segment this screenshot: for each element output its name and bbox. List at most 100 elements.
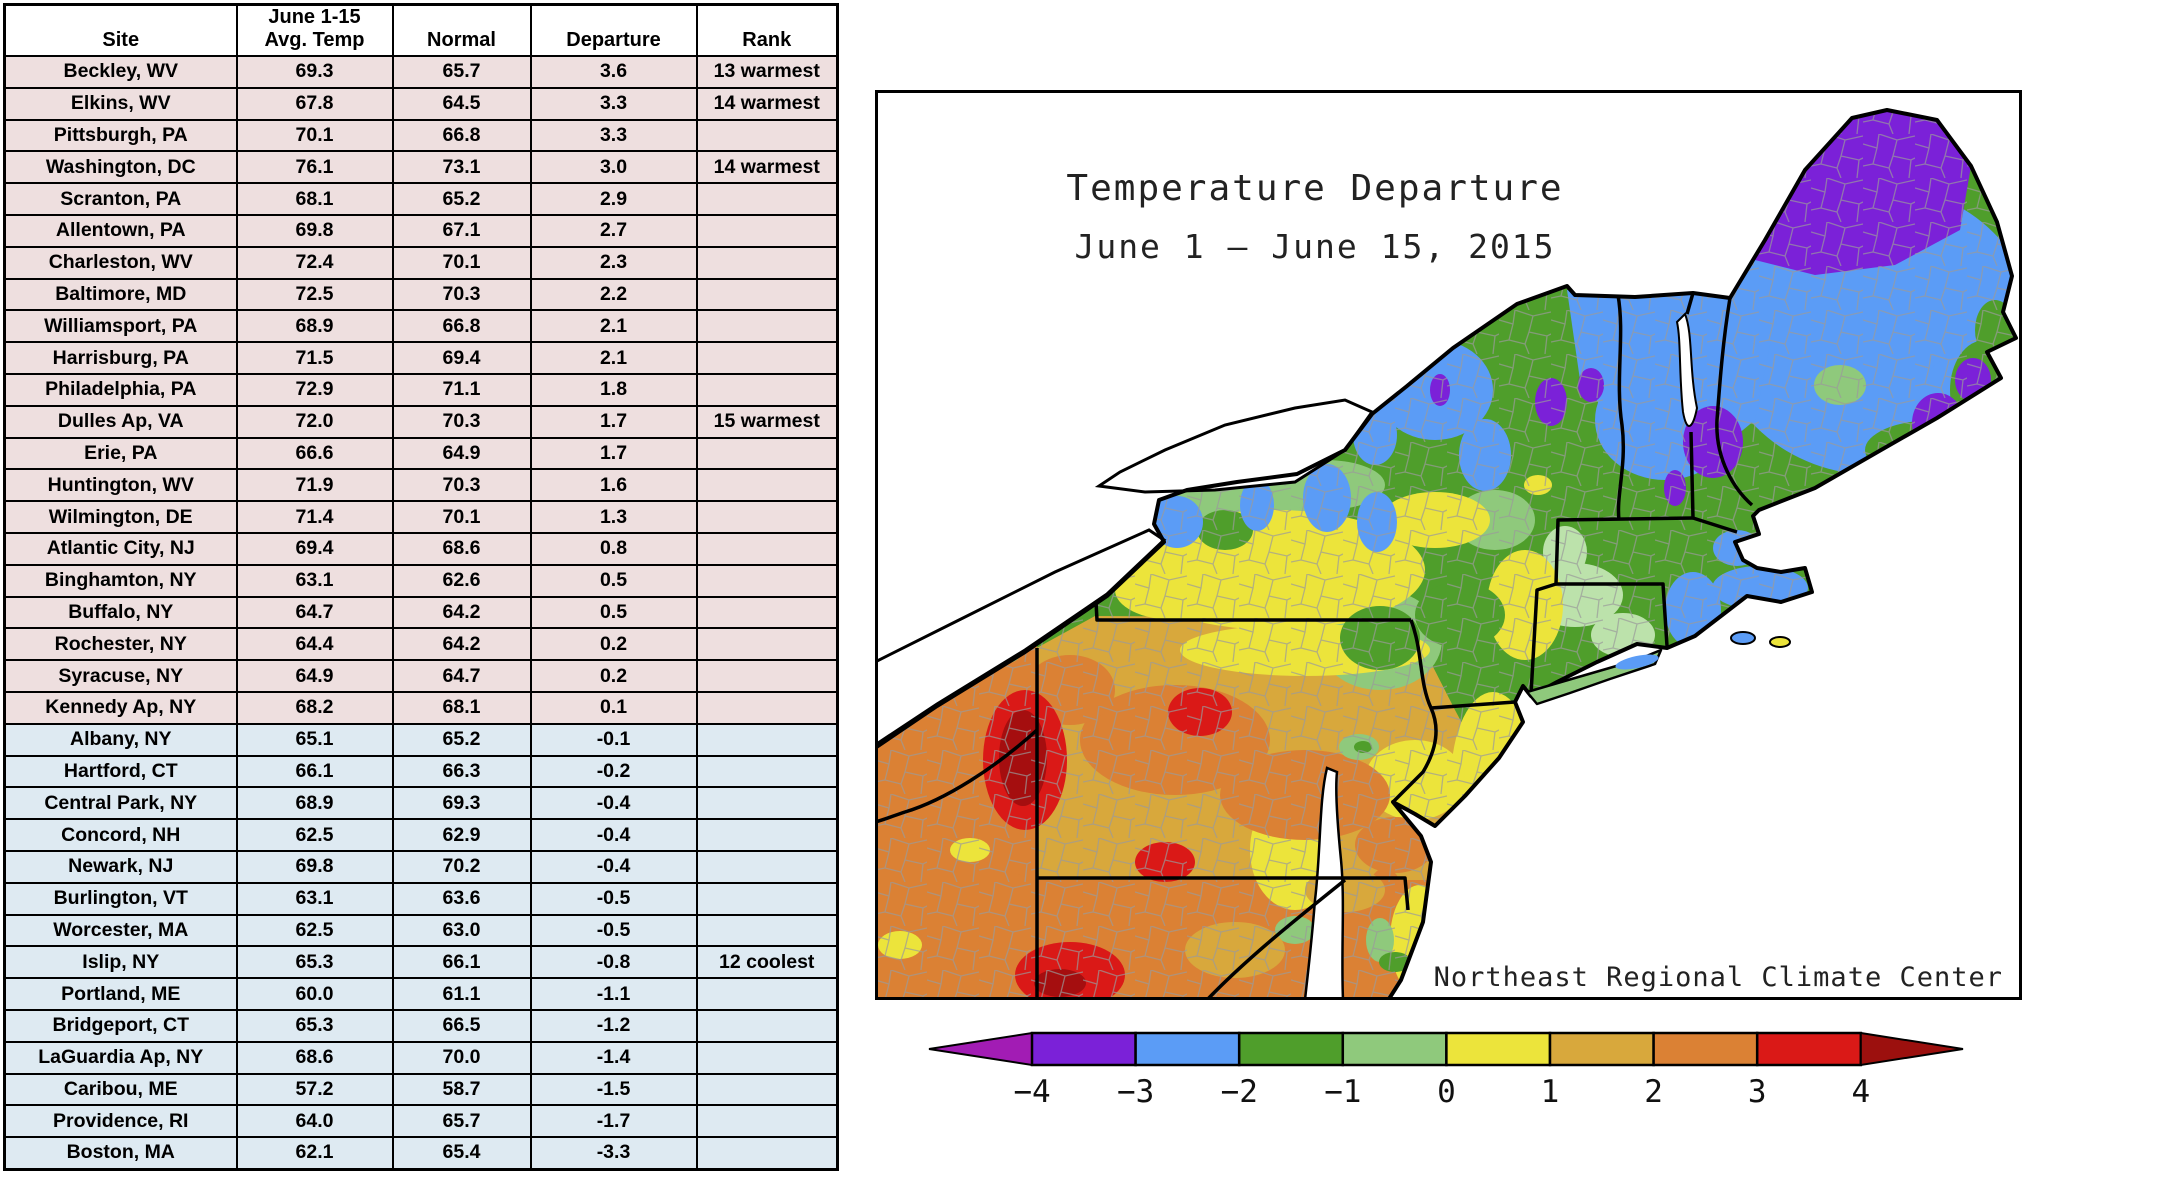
cell-rank	[695, 595, 839, 630]
cell-departure: 2.7	[529, 213, 698, 248]
cell-departure: 1.3	[529, 500, 698, 534]
cell-departure: 1.6	[529, 468, 698, 503]
cell-departure: 0.5	[529, 563, 698, 598]
lake-champlain	[1675, 312, 1699, 427]
cell-departure: 1.7	[529, 436, 698, 471]
cell-normal: 69.4	[391, 341, 532, 375]
cell-normal: 64.2	[391, 595, 532, 630]
long-island-east-blue	[1615, 654, 1659, 670]
cell-departure: -1.4	[529, 1040, 698, 1075]
table-body: Beckley, WV 69.3 65.7 3.6 13 warmest Elkins, …	[3, 55, 839, 1171]
table-row: Scranton, PA 68.1 65.2 2.9	[3, 182, 839, 216]
table-row: Pittsburgh, PA 70.1 66.8 3.3	[3, 118, 839, 153]
cell-departure: 2.1	[529, 309, 698, 344]
cell-rank	[695, 1104, 839, 1139]
cell-rank	[695, 913, 839, 948]
cell-normal: 68.6	[391, 531, 532, 566]
cell-site: Beckley, WV	[3, 55, 238, 89]
cell-rank: 14 warmest	[695, 86, 839, 121]
cell-normal: 73.1	[391, 150, 532, 185]
cell-site: Williamsport, PA	[3, 309, 238, 344]
cell-avg-temp: 68.9	[235, 309, 394, 344]
table-row: Allentown, PA 69.8 67.1 2.7	[3, 213, 839, 248]
cell-site: Syracuse, NY	[3, 659, 238, 693]
table-row: Providence, RI 64.0 65.7 -1.7	[3, 1104, 839, 1139]
table-row: Atlantic City, NJ 69.4 68.6 0.8	[3, 531, 839, 566]
cell-site: Burlington, VT	[3, 881, 238, 916]
cell-departure: -1.2	[529, 1008, 698, 1043]
cell-site: Rochester, NY	[3, 627, 238, 662]
cell-departure: -0.8	[529, 945, 698, 980]
cell-avg-temp: 63.1	[235, 563, 394, 598]
table-row: Buffalo, NY 64.7 64.2 0.5	[3, 595, 839, 630]
cell-rank	[695, 309, 839, 344]
table-row: Hartford, CT 66.1 66.3 -0.2	[3, 754, 839, 789]
table-row: Burlington, VT 63.1 63.6 -0.5	[3, 881, 839, 916]
cell-departure: 3.3	[529, 118, 698, 153]
nantucket	[1769, 636, 1791, 648]
cell-site: Concord, NH	[3, 818, 238, 852]
cell-rank	[695, 722, 839, 757]
cell-site: Washington, DC	[3, 150, 238, 185]
state-borders	[875, 292, 1754, 1000]
cell-departure: 2.9	[529, 182, 698, 216]
cell-normal: 62.6	[391, 563, 532, 598]
cell-departure: 2.2	[529, 277, 698, 312]
cell-rank	[695, 341, 839, 375]
cell-rank	[695, 690, 839, 725]
cell-rank	[695, 531, 839, 566]
cell-site: Albany, NY	[3, 722, 238, 757]
cell-rank	[695, 1040, 839, 1075]
cell-rank	[695, 500, 839, 534]
cell-site: Elkins, WV	[3, 86, 238, 121]
table-row: Beckley, WV 69.3 65.7 3.6 13 warmest	[3, 55, 839, 89]
cell-normal: 65.4	[391, 1136, 532, 1171]
cell-normal: 64.7	[391, 659, 532, 693]
table-row: Erie, PA 66.6 64.9 1.7	[3, 436, 839, 471]
cell-avg-temp: 76.1	[235, 150, 394, 185]
table-row: Dulles Ap, VA 72.0 70.3 1.7 15 warmest	[3, 404, 839, 439]
cell-avg-temp: 68.2	[235, 690, 394, 725]
cell-avg-temp: 62.5	[235, 913, 394, 948]
cell-rank: 15 warmest	[695, 404, 839, 439]
scale-segment	[1237, 1031, 1345, 1067]
cell-site: Atlantic City, NJ	[3, 531, 238, 566]
cell-departure: 0.8	[529, 531, 698, 566]
cell-site: Providence, RI	[3, 1104, 238, 1139]
cell-departure: 2.3	[529, 245, 698, 280]
cell-avg-temp: 65.1	[235, 722, 394, 757]
cell-normal: 65.2	[391, 182, 532, 216]
cell-departure: -1.1	[529, 977, 698, 1011]
table-row: Harrisburg, PA 71.5 69.4 2.1	[3, 341, 839, 375]
departure-color-scale: −4 −3 −2 −1 0 1 2 3 4	[928, 1031, 1964, 1110]
table-row: Central Park, NY 68.9 69.3 -0.4	[3, 786, 839, 821]
table-row: Wilmington, DE 71.4 70.1 1.3	[3, 500, 839, 534]
cell-rank	[695, 563, 839, 598]
cell-site: Boston, MA	[3, 1136, 238, 1171]
cell-site: Central Park, NY	[3, 786, 238, 821]
cell-site: Pittsburgh, PA	[3, 118, 238, 153]
cell-normal: 65.7	[391, 1104, 532, 1139]
cell-site: Buffalo, NY	[3, 595, 238, 630]
cell-avg-temp: 63.1	[235, 881, 394, 916]
cell-avg-temp: 69.8	[235, 849, 394, 884]
cell-site: Kennedy Ap, NY	[3, 690, 238, 725]
cell-normal: 64.9	[391, 436, 532, 471]
cell-site: Caribou, ME	[3, 1072, 238, 1107]
cell-avg-temp: 70.1	[235, 118, 394, 153]
scale-segment	[1548, 1031, 1655, 1067]
cell-departure: -3.3	[529, 1136, 698, 1171]
cell-normal: 64.5	[391, 86, 532, 121]
scale-left-arrow	[928, 1031, 1033, 1067]
header-avg-temp: June 1-15 Avg. Temp	[235, 3, 394, 57]
cell-avg-temp: 72.4	[235, 245, 394, 280]
cell-normal: 70.1	[391, 245, 532, 280]
cell-avg-temp: 62.5	[235, 818, 394, 852]
cell-departure: 1.7	[529, 404, 698, 439]
table-row: Baltimore, MD 72.5 70.3 2.2	[3, 277, 839, 312]
table-row: Newark, NJ 69.8 70.2 -0.4	[3, 849, 839, 884]
table-row: Caribou, ME 57.2 58.7 -1.5	[3, 1072, 839, 1107]
cell-departure: 0.1	[529, 690, 698, 725]
table-row: Washington, DC 76.1 73.1 3.0 14 warmest	[3, 150, 839, 185]
temperature-departure-map: Temperature Departure June 1 — June 15, …	[875, 90, 2022, 1000]
